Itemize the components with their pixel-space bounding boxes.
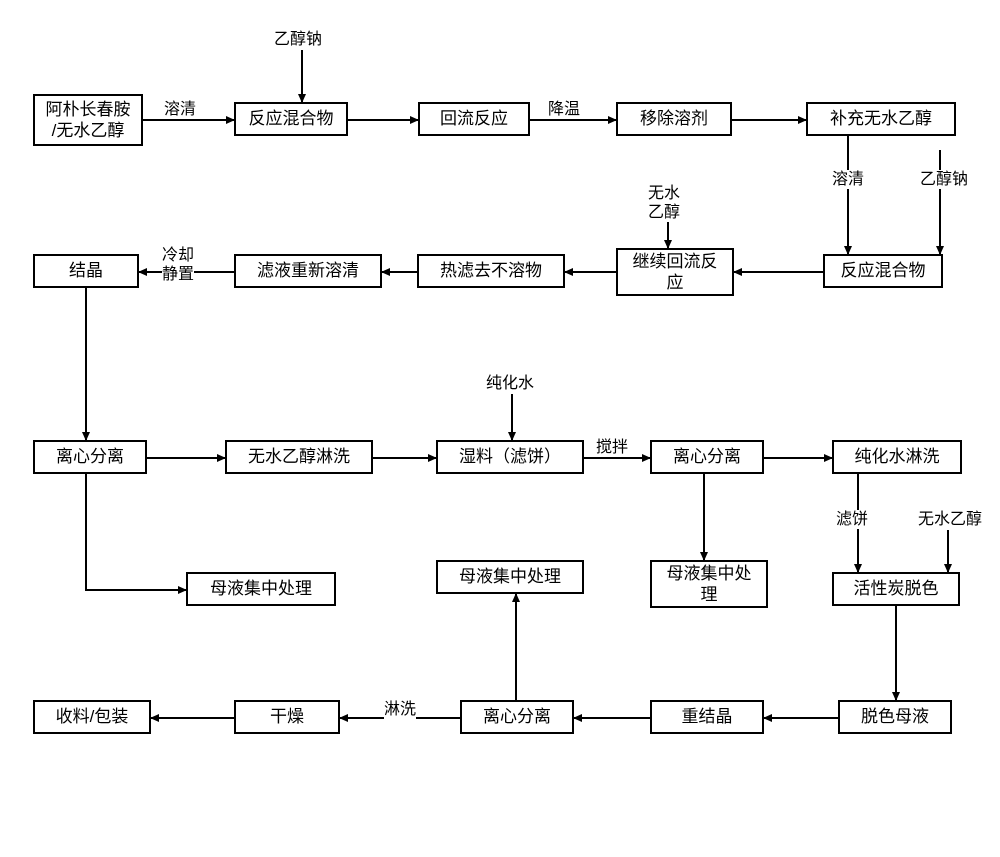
- edge-label-l8: 纯化水: [486, 374, 534, 393]
- flowchart-node-n20: 脱色母液: [838, 700, 952, 734]
- edge-label-l7: 冷却 静置: [162, 246, 194, 284]
- flowchart-node-n10: 结晶: [33, 254, 139, 288]
- edge-label-l9: 搅拌: [596, 438, 628, 457]
- edge-label-l6: 无水 乙醇: [648, 184, 680, 222]
- flowchart-node-n21: 重结晶: [650, 700, 764, 734]
- flowchart-node-n15: 纯化水淋洗: [832, 440, 962, 474]
- flowchart-node-n9: 滤液重新溶清: [234, 254, 382, 288]
- edge-label-l4: 溶清: [832, 170, 864, 189]
- flowchart-node-n18: 母液集中处理: [650, 560, 768, 608]
- flowchart-node-n23: 干燥: [234, 700, 340, 734]
- edge-label-l11: 无水乙醇: [918, 510, 982, 529]
- flowchart-node-n24: 收料/包装: [33, 700, 151, 734]
- flowchart-node-n11: 离心分离: [33, 440, 147, 474]
- flowchart-node-n14: 离心分离: [650, 440, 764, 474]
- flowchart-node-n5: 补充无水乙醇: [806, 102, 956, 136]
- flowchart-node-n1: 阿朴长春胺/无水乙醇: [33, 94, 143, 146]
- flowchart-node-n17: 母液集中处理: [436, 560, 584, 594]
- flowchart-node-n19: 活性炭脱色: [832, 572, 960, 606]
- flowchart-node-n3: 回流反应: [418, 102, 530, 136]
- edge-label-l10: 滤饼: [836, 510, 868, 529]
- flowchart-node-n12: 无水乙醇淋洗: [225, 440, 373, 474]
- edge-label-l5: 乙醇钠: [920, 170, 968, 189]
- edge-label-l1: 乙醇钠: [274, 30, 322, 49]
- flowchart-node-n7: 继续回流反应: [616, 248, 734, 296]
- edge-label-l3: 降温: [548, 100, 580, 119]
- flowchart-node-n13: 湿料（滤饼）: [436, 440, 584, 474]
- flowchart-node-n4: 移除溶剂: [616, 102, 732, 136]
- flowchart-node-n8: 热滤去不溶物: [417, 254, 565, 288]
- flowchart-node-n2: 反应混合物: [234, 102, 348, 136]
- flowchart-node-n22: 离心分离: [460, 700, 574, 734]
- edge-label-l12: 淋洗: [384, 700, 416, 719]
- edge-label-l2: 溶清: [164, 100, 196, 119]
- flowchart-node-n16: 母液集中处理: [186, 572, 336, 606]
- edge-18: [86, 474, 186, 590]
- flowchart-node-n6: 反应混合物: [823, 254, 943, 288]
